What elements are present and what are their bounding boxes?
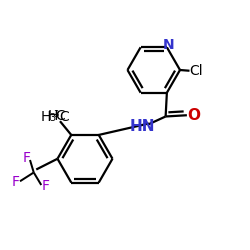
Text: H: H [41,110,51,124]
Text: HN: HN [130,119,155,134]
Text: 3: 3 [49,113,55,123]
Text: F: F [12,176,20,190]
Text: N: N [162,38,174,52]
Text: 3: 3 [53,110,59,119]
Text: C: C [59,110,69,124]
Text: F: F [42,179,50,193]
Text: C: C [56,109,65,123]
Text: O: O [188,108,200,123]
Text: Cl: Cl [190,64,203,78]
Text: H: H [48,109,58,123]
Text: F: F [22,151,30,165]
